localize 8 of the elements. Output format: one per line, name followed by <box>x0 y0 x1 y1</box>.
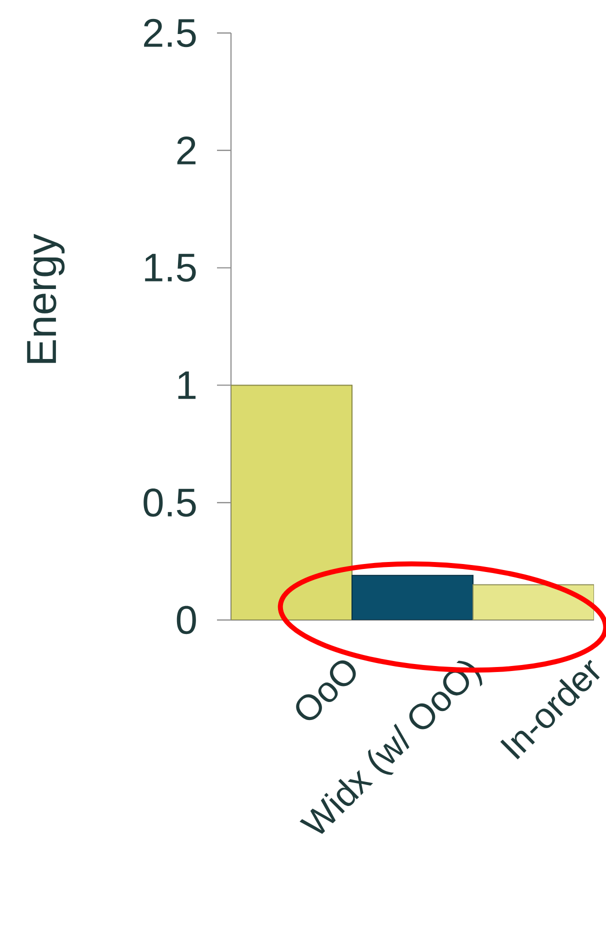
y-axis-title: Energy <box>27 234 65 363</box>
y-tick-label: 1 <box>178 372 196 399</box>
y-tick-label: 2.5 <box>144 18 196 48</box>
y-tick-label: 2 <box>177 136 196 164</box>
y-tick-label: 0.5 <box>144 488 196 517</box>
y-tick-label: 1.5 <box>145 254 196 282</box>
x-tick-label: OoO <box>296 660 356 720</box>
y-tick-label: 0 <box>176 606 196 634</box>
